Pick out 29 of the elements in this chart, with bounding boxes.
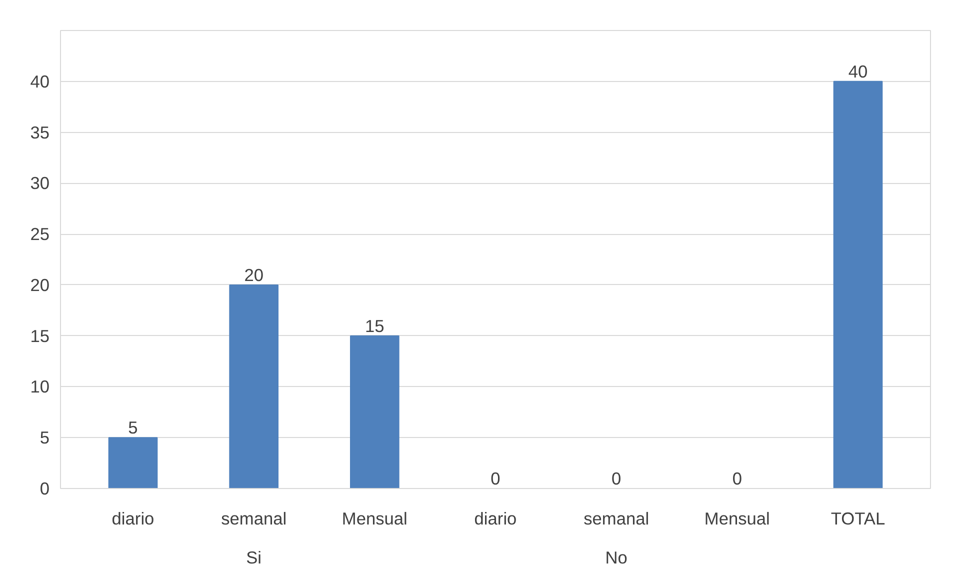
y-tick-label: 0 [40,478,50,498]
y-tick-label: 10 [30,376,50,397]
data-label: 40 [848,61,868,82]
y-tick-label: 5 [40,428,50,448]
y-tick-label: 15 [30,326,50,346]
y-tick-label: 30 [30,173,50,194]
bar [108,437,158,488]
x-tick-label: diario [112,508,154,528]
data-label: 20 [244,264,264,285]
data-label: 15 [365,316,384,336]
x-tick-label: diario [474,508,517,528]
text: No [605,548,628,568]
text: Si [246,548,262,568]
y-tick-label: 35 [30,122,50,142]
x-tick-label: semanal [221,508,287,528]
bar [350,335,400,488]
x-tick-label: Mensual [342,508,408,528]
y-tick-label: 20 [30,274,50,295]
data-label: 5 [128,418,138,438]
x-tick-label: Mensual [704,508,770,528]
data-label: 0 [732,468,742,488]
data-label: 0 [612,468,622,488]
bar [229,284,278,488]
bar [833,80,883,488]
x-tick-label: semanal [584,508,650,528]
y-tick-label: 40 [30,71,50,92]
data-label: 0 [490,468,500,488]
x-tick-label: TOTAL [830,508,886,528]
y-tick-label: 25 [30,224,50,244]
